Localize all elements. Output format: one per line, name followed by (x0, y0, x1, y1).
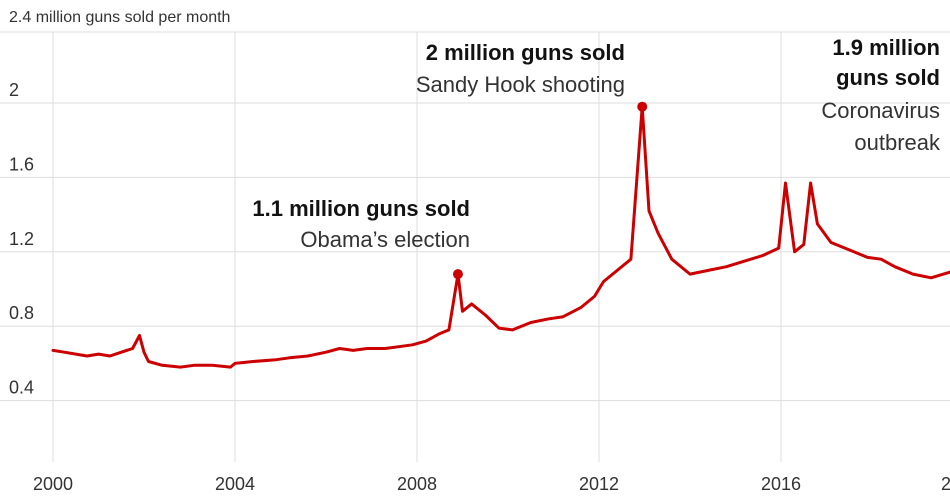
x-tick-label: 2000 (33, 474, 73, 494)
x-tick-label: 2012 (579, 474, 619, 494)
x-tick-label: 2020 (941, 474, 950, 494)
annotation-title: 1.1 million guns sold (252, 196, 470, 221)
y-tick-label: 0.8 (9, 303, 34, 323)
annotation-title: 1.9 million (832, 35, 940, 60)
annotation-dot (452, 269, 463, 280)
grid (0, 31, 950, 462)
annotation-dot (637, 101, 648, 112)
y-axis-unit-label: 2.4 million guns sold per month (9, 9, 230, 26)
annotation-title: guns sold (836, 65, 940, 90)
x-tick-label: 2016 (761, 474, 801, 494)
y-tick-label: 2 (9, 80, 19, 100)
x-axis-ticks: 2000 2004 2008 2012 2016 2020 (33, 474, 950, 494)
annotation-label: Obama’s election (300, 227, 470, 252)
y-tick-label: 0.4 (9, 378, 34, 398)
annotation-label: Sandy Hook shooting (416, 72, 625, 97)
annotation-label: outbreak (854, 130, 941, 155)
series-line (51, 105, 950, 369)
y-axis-ticks: 0.4 0.8 1.2 1.6 2 (9, 80, 34, 398)
series-layer (51, 105, 950, 369)
x-tick-label: 2008 (397, 474, 437, 494)
annotation-title: 2 million guns sold (426, 40, 625, 65)
annotations: 1.1 million guns sold Obama’s election 2 m… (252, 35, 941, 280)
y-tick-label: 1.2 (9, 229, 34, 249)
annotation-label: Coronavirus (821, 98, 940, 123)
x-tick-label: 2004 (215, 474, 255, 494)
y-tick-label: 1.6 (9, 154, 34, 174)
